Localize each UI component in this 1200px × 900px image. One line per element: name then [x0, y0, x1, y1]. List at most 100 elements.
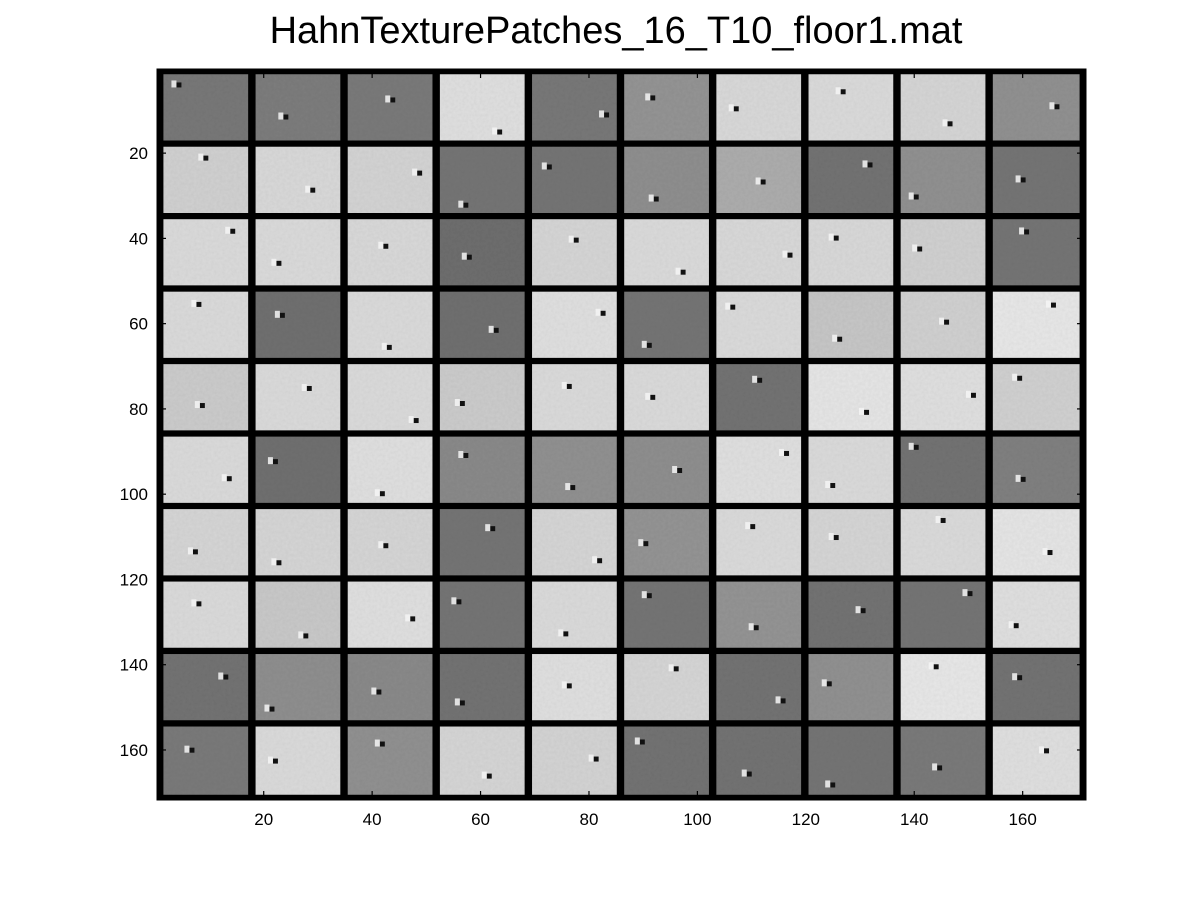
- patch-speck-r2-c1: [203, 155, 209, 161]
- separator-lines: [158, 70, 1085, 799]
- patch-highlight-r1-c8: [835, 87, 841, 95]
- patch-r8-c9: [900, 581, 988, 650]
- y-axis: 20 40 60 80 100 120 140 160: [120, 144, 1085, 760]
- patch-highlight-r6-c5: [565, 483, 571, 491]
- patch-speck-r10-c2: [272, 758, 278, 764]
- patch-highlight-r5-c1: [194, 401, 200, 409]
- y-tick-label-80: 80: [129, 400, 148, 419]
- patch-r5-c4: [439, 364, 527, 433]
- patch-highlight-r1-c4: [492, 127, 498, 135]
- patch-r4-c9: [900, 291, 988, 360]
- patch-highlight-r7-c8: [828, 533, 834, 541]
- patch-speck-r6-c8: [830, 483, 836, 489]
- patch-r7-c10: [992, 509, 1080, 578]
- patch-speck-r1-c1: [176, 82, 182, 88]
- patch-speck-r3-c10: [1024, 229, 1030, 235]
- patch-r10-c1: [163, 726, 251, 795]
- patch-r3-c6: [624, 219, 711, 288]
- patch-speck-r2-c8: [867, 162, 873, 168]
- patch-layer: [158, 70, 1085, 799]
- patch-speck-r6-c6: [677, 468, 683, 474]
- patch-highlight-r9-c8: [821, 679, 827, 687]
- patch-highlight-r7-c4: [485, 524, 491, 532]
- y-tick-label-140: 140: [120, 656, 148, 675]
- patch-highlight-r3-c3: [378, 241, 384, 249]
- patch-speck-r9-c8: [826, 681, 832, 687]
- patch-r8-c5: [532, 581, 619, 650]
- patch-r5-c9: [900, 364, 988, 433]
- patch-speck-r3-c3: [383, 243, 389, 249]
- patch-speck-r7-c10: [1047, 550, 1053, 556]
- patch-speck-r8-c2: [303, 633, 309, 639]
- patch-r9-c1: [163, 654, 251, 723]
- patch-r2-c4: [439, 146, 527, 215]
- patch-r10-c6: [624, 726, 711, 795]
- patch-highlight-r5-c9: [965, 390, 971, 398]
- patch-speck-r3-c5: [573, 237, 579, 243]
- patch-speck-r1-c5: [604, 112, 610, 118]
- patch-r8-c7: [716, 581, 804, 650]
- patch-speck-r9-c3: [376, 689, 382, 695]
- patch-r2-c3: [347, 146, 435, 215]
- patch-speck-r10-c1: [189, 747, 195, 753]
- patch-speck-r8-c3: [410, 616, 416, 622]
- patch-highlight-r4-c5: [595, 308, 601, 316]
- x-tick-label-20: 20: [254, 810, 273, 829]
- chart-title: HahnTexturePatches_16_T10_floor1.mat: [269, 10, 963, 52]
- patch-r3-c1: [163, 219, 251, 288]
- patch-r6-c2: [255, 436, 343, 505]
- patch-highlight-r3-c1: [225, 226, 231, 234]
- patch-speck-r4-c9: [944, 319, 950, 325]
- patch-r10-c8: [808, 726, 896, 795]
- patch-highlight-r5-c10: [1012, 373, 1018, 381]
- patch-speck-r5-c2: [306, 385, 312, 391]
- axes-frame: [156, 68, 1087, 801]
- patch-speck-r4-c4: [493, 327, 499, 333]
- patch-highlight-r5-c7: [752, 375, 758, 383]
- patch-speck-r6-c10: [1020, 476, 1026, 482]
- patch-speck-r7-c1: [192, 549, 198, 555]
- patch-speck-r1-c7: [733, 106, 739, 112]
- patch-r6-c5: [532, 436, 619, 505]
- patch-speck-r8-c9: [967, 591, 973, 597]
- patch-speck-r7-c6: [643, 541, 649, 547]
- patch-highlight-r1-c1: [171, 80, 177, 88]
- patch-speck-r8-c6: [646, 593, 652, 599]
- patch-speck-r3-c9: [917, 246, 923, 252]
- patch-highlight-r6-c9: [908, 442, 914, 450]
- patch-highlight-r8-c4: [451, 597, 457, 605]
- patch-r9-c7: [716, 654, 804, 723]
- patch-r5-c2: [255, 364, 343, 433]
- patch-speck-r4-c7: [730, 304, 736, 310]
- patch-r4-c6: [624, 291, 711, 360]
- y-tick-label-160: 160: [120, 741, 148, 760]
- patch-highlight-r6-c7: [779, 448, 785, 456]
- patch-speck-r2-c5: [546, 164, 552, 170]
- patch-speck-r8-c5: [563, 631, 569, 637]
- patch-speck-r9-c6: [673, 666, 679, 672]
- patch-r5-c3: [347, 364, 435, 433]
- patch-speck-r1-c3: [390, 97, 396, 103]
- patch-highlight-r3-c6: [675, 267, 681, 275]
- patch-r5-c8: [808, 364, 896, 433]
- patch-r1-c4: [439, 74, 527, 143]
- patch-speck-r10-c7: [746, 771, 752, 777]
- patch-highlight-r8-c9: [962, 589, 968, 597]
- patch-r3-c10: [992, 219, 1080, 288]
- patch-highlight-r4-c1: [191, 299, 197, 307]
- patch-r8-c3: [347, 581, 435, 650]
- patch-highlight-r7-c9: [935, 515, 941, 523]
- patch-speck-r1-c9: [947, 121, 953, 127]
- patch-speck-r2-c2: [310, 187, 316, 193]
- patch-speck-r4-c8: [837, 336, 843, 342]
- patch-highlight-r1-c9: [942, 119, 948, 127]
- patch-speck-r5-c7: [757, 377, 763, 383]
- patch-r10-c3: [347, 726, 435, 795]
- patch-highlight-r5-c6: [645, 392, 651, 400]
- patch-highlight-r1-c10: [1049, 102, 1055, 110]
- patch-r9-c10: [992, 654, 1080, 723]
- patch-highlight-r6-c10: [1015, 474, 1021, 482]
- patch-r5-c1: [163, 364, 251, 433]
- patch-r10-c4: [439, 726, 527, 795]
